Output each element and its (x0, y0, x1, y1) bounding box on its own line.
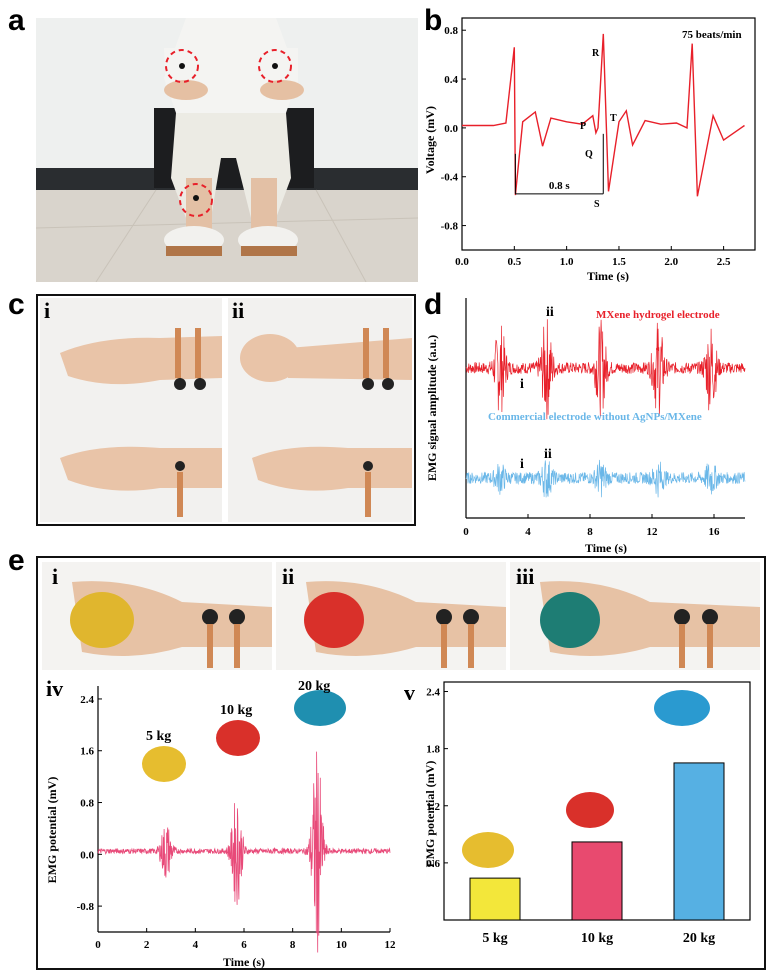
ecg-plot-frame (461, 17, 756, 251)
ecg-ytick-label: -0.4 (441, 172, 459, 184)
emg-compare-xtick-label: 4 (525, 526, 531, 538)
panel-a-label: a (8, 4, 25, 37)
ecg-chart: Voltage (mV) -0.8 -0.4 0.0 0.4 0.8 0.0 0.5 1.0… (423, 17, 756, 282)
emg-weight-ylabel: EMG potential (mV) (45, 777, 59, 884)
emg-weight-xtick-label: 10 (336, 939, 348, 951)
emg-bar-ylabel: EMG potential (mV) (423, 761, 437, 868)
ecg-wave-r: R (592, 48, 600, 59)
panel-e-sub-iv: iv (46, 676, 63, 701)
emg-weight-label-10kg: 10 kg (220, 703, 252, 718)
ecg-interval-label: 0.8 s (549, 180, 571, 192)
emg-mxene-series (465, 319, 746, 420)
emg-compare-xtick-label: 0 (463, 526, 469, 538)
emg-weight-ytick-label: -0.8 (77, 901, 95, 913)
ecg-xtick-label: 0.0 (455, 256, 469, 268)
ecg-wave-s: S (594, 199, 600, 210)
emg-weight-ytick-label: 0.8 (80, 798, 94, 810)
emg-compare-xlabel: Time (s) (585, 541, 627, 554)
grip-photo-yellow-ball (42, 562, 272, 670)
emg-bar-ytick-label: 2.4 (426, 687, 440, 699)
panel-e-label: e (8, 544, 25, 577)
emg-bar-category-label: 10 kg (581, 931, 613, 946)
panel-e-sub-v: v (404, 680, 415, 705)
emg-bar-ytick-label: 0.6 (426, 858, 440, 870)
emg-bar-1 (469, 877, 521, 921)
emg-weight-ytick-label: 1.6 (80, 746, 94, 758)
emg-commercial-series (465, 459, 746, 498)
emg-weight-line-chart: iv EMG potential (mV) -0.8 0.0 0.8 1.6 2.4 0… (45, 676, 397, 968)
ecg-wave-t: T (610, 113, 617, 124)
ecg-xtick-label: 0.5 (507, 256, 521, 268)
panel-d-label: d (424, 288, 443, 321)
emg-bar-2 (571, 841, 623, 921)
seated-person-photo (36, 18, 418, 282)
emg-bar-3 (673, 762, 725, 921)
grip-photo-red-ball (276, 562, 506, 670)
emg-compare-xtick-label: 8 (587, 526, 593, 538)
emg-weight-label-20kg: 20 kg (298, 679, 330, 694)
emg-mxene-legend: MXene hydrogel electrode (596, 309, 720, 321)
panel-b-label: b (424, 4, 443, 37)
ecg-xtick-label: 1.5 (612, 256, 626, 268)
red-ball-icon (216, 720, 260, 756)
blue-ball-icon (294, 690, 346, 726)
emg-compare-xtick-label: 12 (647, 526, 659, 538)
ecg-ytick-label: 0.8 (444, 25, 458, 37)
panel-e-sub-iii: iii (516, 564, 535, 589)
ecg-beats-annotation: 75 beats/min (682, 29, 742, 41)
grip-photo-green-ball (510, 562, 760, 670)
panel-e-sub-ii: ii (282, 564, 295, 589)
emg-weight-xtick-label: 12 (385, 939, 397, 951)
emg-compare-chart: EMG signal amplitude (a.u.) 0 4 8 12 16 Time… (425, 298, 746, 554)
emg-compare-xtick-label: 16 (709, 526, 721, 538)
yellow-ball-icon (462, 832, 514, 868)
emg-top-sub-i: i (520, 377, 524, 392)
emg-weight-xtick-label: 8 (290, 939, 296, 951)
emg-compare-ylabel: EMG signal amplitude (a.u.) (425, 335, 439, 481)
ecg-ylabel: Voltage (mV) (423, 106, 437, 174)
emg-weight-xlabel: Time (s) (223, 955, 265, 968)
emg-bottom-sub-i: i (520, 457, 524, 472)
emg-weight-ytick-label: 2.4 (80, 694, 94, 706)
ecg-ytick-label: 0.0 (444, 123, 458, 135)
emg-top-sub-ii: ii (546, 305, 554, 320)
panel-c-sub-i: i (44, 298, 51, 323)
emg-weight-xtick-label: 2 (144, 939, 150, 951)
panel-c-label: c (8, 288, 25, 321)
emg-weight-ytick-label: 0.0 (80, 849, 94, 861)
emg-bar-ytick-label: 1.8 (426, 744, 440, 756)
yellow-ball-icon (142, 746, 186, 782)
emg-weight-xtick-label: 0 (95, 939, 101, 951)
ecg-xlabel: Time (s) (587, 269, 629, 282)
wrist-photo-fist (228, 298, 412, 522)
emg-bar-category-label: 5 kg (482, 931, 507, 946)
red-ball-icon (566, 792, 614, 828)
ecg-xtick-label: 2.5 (717, 256, 731, 268)
ecg-xtick-label: 1.0 (560, 256, 574, 268)
wrist-photo-relaxed (40, 298, 222, 522)
emg-weight-xtick-label: 4 (193, 939, 199, 951)
emg-weight-bar-chart: v EMG potential (mV) 0.6 1.2 1.8 2.4 5 kg 10… (404, 680, 751, 946)
emg-weight-series-line (97, 751, 391, 953)
panel-e-sub-i: i (52, 564, 59, 589)
emg-bottom-sub-ii: ii (544, 447, 552, 462)
emg-bar-category-label: 20 kg (683, 931, 715, 946)
blue-ball-icon (654, 690, 710, 726)
emg-bar-ytick-label: 1.2 (426, 801, 440, 813)
ecg-wave-p: P (580, 121, 586, 132)
ecg-ytick-label: 0.4 (444, 74, 458, 86)
emg-weight-label-5kg: 5 kg (146, 729, 171, 744)
emg-weight-xtick-label: 6 (241, 939, 247, 951)
panel-c-sub-ii: ii (232, 298, 245, 323)
ecg-series-line (462, 33, 745, 197)
ecg-ytick-label: -0.8 (441, 221, 459, 233)
ecg-xtick-label: 2.0 (664, 256, 678, 268)
emg-commercial-legend: Commercial electrode without AgNPs/MXene (488, 411, 702, 423)
ecg-wave-q: Q (585, 149, 593, 160)
